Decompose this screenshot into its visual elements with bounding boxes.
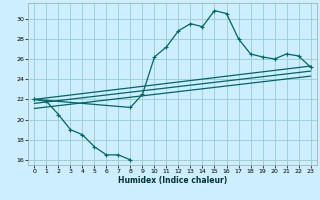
X-axis label: Humidex (Indice chaleur): Humidex (Indice chaleur) bbox=[118, 176, 227, 185]
